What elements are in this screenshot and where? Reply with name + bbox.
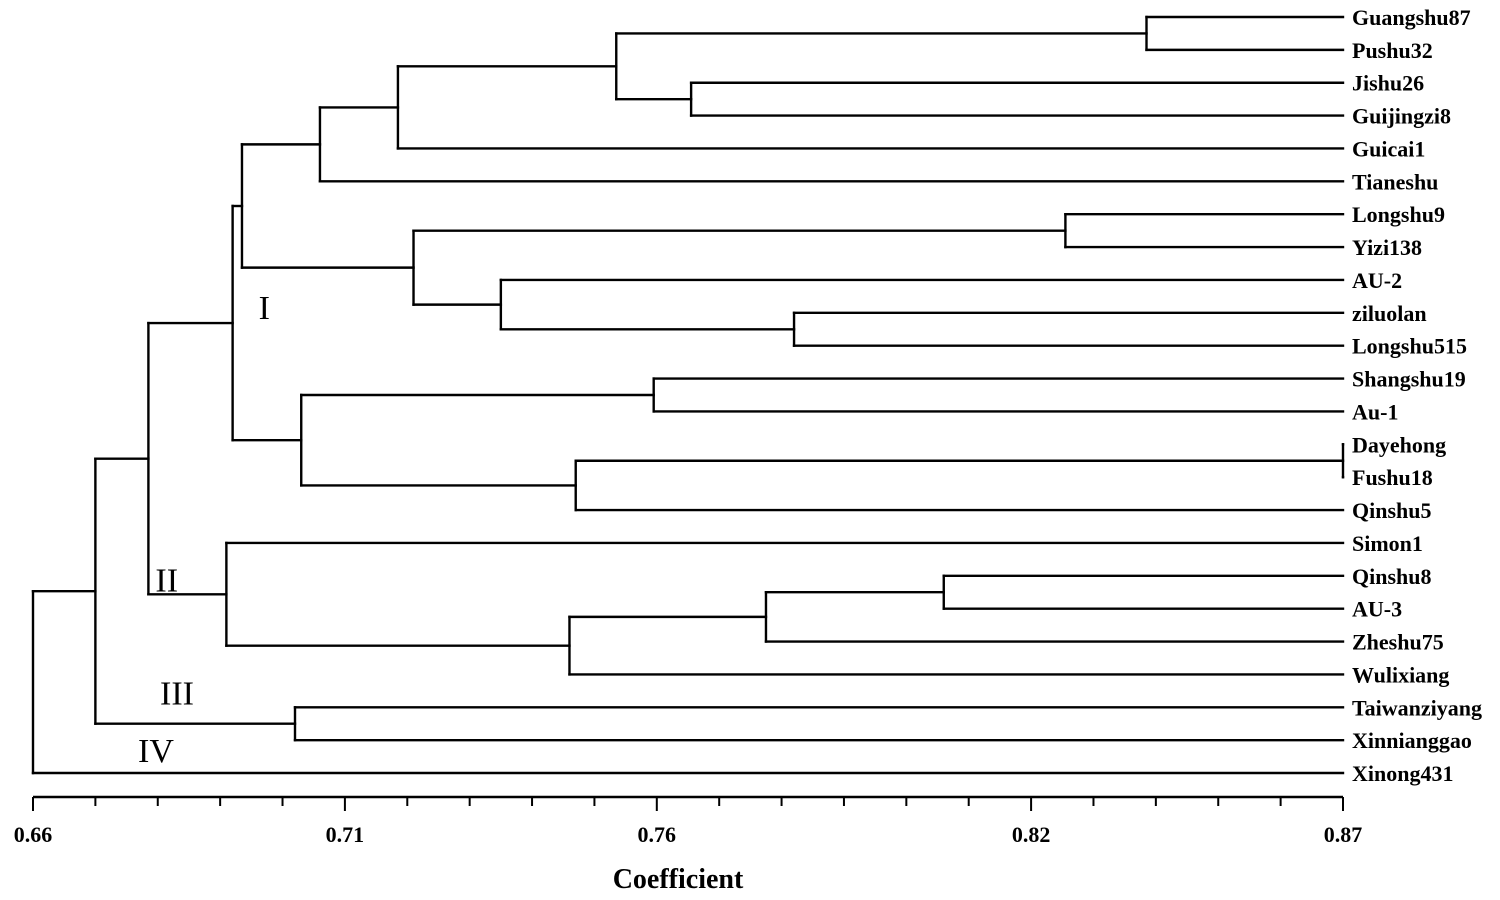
cluster-label: I	[259, 290, 270, 327]
leaf-label: Au-1	[1352, 399, 1398, 424]
leaf-label: Tianeshu	[1352, 169, 1438, 194]
leaf-label: Longshu515	[1352, 334, 1467, 359]
leaf-label: Zheshu75	[1352, 630, 1444, 655]
cluster-label: II	[155, 562, 178, 599]
leaf-label: Qinshu8	[1352, 564, 1432, 589]
x-tick-label: 0.87	[1324, 822, 1363, 847]
x-axis-title: Coefficient	[613, 864, 744, 895]
leaf-labels: Guangshu87 Pushu32 Jishu26 Guijingzi8 Guicai…	[1352, 5, 1482, 786]
leaf-label: Qinshu5	[1352, 498, 1432, 523]
x-axis: 0.66 0.71 0.76 0.82 0.87 Coefficient	[14, 795, 1363, 895]
x-tick-label: 0.82	[1012, 822, 1051, 847]
leaf-label: Dayehong	[1352, 432, 1446, 457]
leaf-label: Pushu32	[1352, 38, 1433, 63]
x-tick-label: 0.71	[326, 822, 365, 847]
x-axis-tick-labels: 0.66 0.71 0.76 0.82 0.87	[14, 822, 1363, 847]
leaf-label: Taiwanziyang	[1352, 695, 1482, 720]
leaf-label: Xinong431	[1352, 761, 1453, 786]
leaf-label: AU-2	[1352, 268, 1402, 293]
cluster-label: III	[160, 676, 194, 713]
leaf-label: Jishu26	[1352, 71, 1424, 96]
leaf-label: Yizi138	[1352, 235, 1422, 260]
leaf-label: ziluolan	[1352, 301, 1427, 326]
leaf-label: AU-3	[1352, 597, 1402, 622]
cluster-label: IV	[138, 733, 174, 770]
x-tick-label: 0.76	[638, 822, 677, 847]
leaf-label: Guicai1	[1352, 136, 1425, 161]
leaf-label: Wulixiang	[1352, 662, 1449, 687]
leaf-label: Guangshu87	[1352, 5, 1471, 30]
x-axis-ticks	[32, 797, 1344, 811]
x-tick-label: 0.66	[14, 822, 53, 847]
leaf-label: Xinnianggao	[1352, 728, 1472, 753]
leaf-label: Longshu9	[1352, 202, 1445, 227]
leaf-label: Simon1	[1352, 531, 1423, 556]
leaf-label: Guijingzi8	[1352, 104, 1451, 129]
dendrogram-branches	[31, 15, 1345, 775]
leaf-label: Shangshu19	[1352, 367, 1466, 392]
leaf-label: Fushu18	[1352, 465, 1433, 490]
